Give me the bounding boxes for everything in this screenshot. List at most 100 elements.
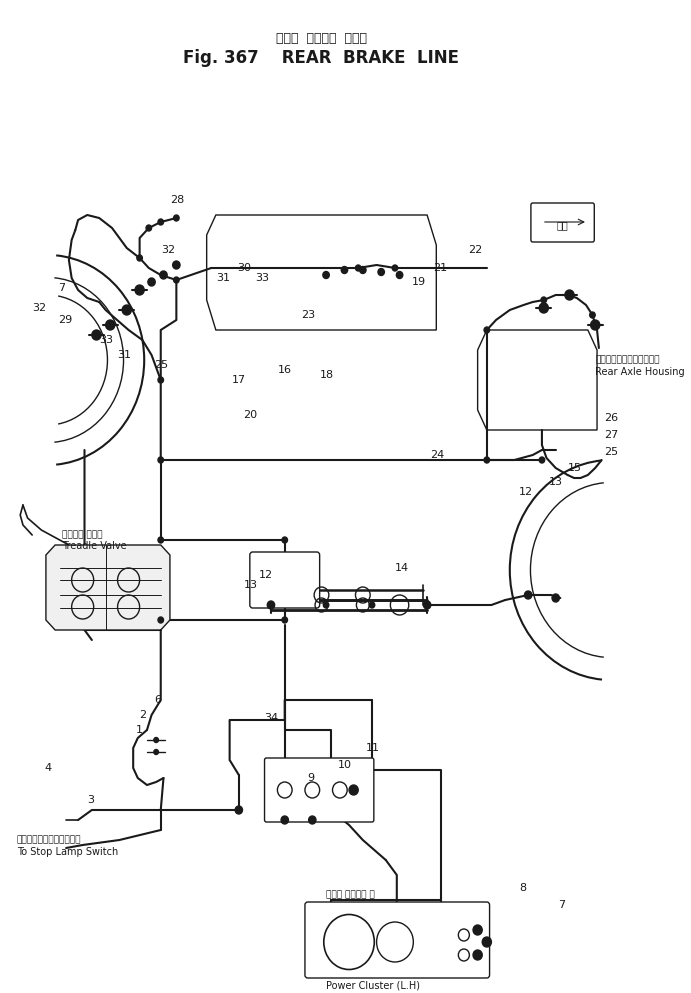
- Circle shape: [158, 219, 164, 225]
- Text: 29: 29: [58, 315, 72, 325]
- Circle shape: [552, 594, 560, 602]
- Circle shape: [282, 617, 287, 623]
- Text: Treadle Valve: Treadle Valve: [62, 541, 127, 551]
- Text: Fig. 367    REAR  BRAKE  LINE: Fig. 367 REAR BRAKE LINE: [184, 49, 460, 67]
- Circle shape: [369, 602, 375, 608]
- Circle shape: [267, 601, 274, 609]
- Circle shape: [173, 215, 179, 221]
- Circle shape: [135, 285, 144, 295]
- Text: 28: 28: [170, 195, 184, 205]
- Text: 2: 2: [140, 710, 146, 720]
- Text: 9: 9: [307, 773, 315, 783]
- Circle shape: [541, 297, 547, 303]
- Text: 7: 7: [558, 900, 566, 910]
- Text: 4: 4: [44, 763, 51, 773]
- Text: 17: 17: [231, 375, 245, 385]
- Circle shape: [158, 537, 164, 543]
- Circle shape: [92, 330, 101, 340]
- Circle shape: [589, 312, 595, 318]
- FancyBboxPatch shape: [265, 758, 374, 822]
- Text: 33: 33: [100, 335, 113, 345]
- Circle shape: [341, 266, 348, 273]
- Circle shape: [424, 601, 430, 609]
- Text: To Stop Lamp Switch: To Stop Lamp Switch: [17, 847, 117, 857]
- Text: 26: 26: [605, 413, 618, 423]
- Circle shape: [591, 320, 600, 330]
- Text: 7: 7: [58, 283, 65, 293]
- Circle shape: [137, 255, 142, 261]
- Text: リヤー  ブレーキ  ライン: リヤー ブレーキ ライン: [276, 32, 367, 45]
- Text: 31: 31: [117, 350, 131, 360]
- Text: 25: 25: [154, 360, 169, 370]
- Circle shape: [524, 591, 532, 599]
- Text: 23: 23: [301, 310, 315, 320]
- Circle shape: [539, 303, 549, 313]
- Circle shape: [359, 266, 366, 273]
- Circle shape: [173, 261, 180, 269]
- Polygon shape: [46, 545, 170, 630]
- Circle shape: [378, 268, 384, 275]
- Text: リヤーアクスルハウシング: リヤーアクスルハウシング: [595, 355, 660, 364]
- Circle shape: [158, 377, 164, 383]
- Circle shape: [355, 265, 361, 271]
- Text: 13: 13: [243, 580, 258, 590]
- Text: 34: 34: [265, 713, 278, 723]
- Text: 32: 32: [32, 303, 46, 313]
- Text: 1: 1: [136, 725, 143, 735]
- Text: 12: 12: [519, 487, 533, 497]
- Text: 21: 21: [433, 263, 448, 273]
- Text: 12: 12: [259, 570, 273, 580]
- Text: 18: 18: [320, 370, 334, 380]
- FancyBboxPatch shape: [250, 552, 320, 608]
- Text: 25: 25: [605, 447, 618, 457]
- Circle shape: [392, 265, 398, 271]
- Circle shape: [106, 320, 115, 330]
- Text: 前方: 前方: [556, 220, 568, 230]
- Text: 13: 13: [549, 477, 563, 487]
- Text: 27: 27: [605, 430, 618, 440]
- Text: 32: 32: [161, 245, 175, 255]
- Circle shape: [148, 278, 155, 286]
- Text: Power Cluster (L.H): Power Cluster (L.H): [326, 980, 420, 990]
- Text: 6: 6: [154, 695, 161, 705]
- Circle shape: [173, 277, 179, 283]
- Circle shape: [349, 785, 358, 795]
- Circle shape: [539, 457, 545, 463]
- Circle shape: [158, 617, 164, 623]
- Circle shape: [235, 806, 243, 814]
- Text: 11: 11: [366, 743, 379, 753]
- Text: 33: 33: [256, 273, 269, 283]
- FancyBboxPatch shape: [305, 902, 489, 978]
- Circle shape: [323, 602, 329, 608]
- Circle shape: [158, 457, 164, 463]
- Text: 3: 3: [87, 795, 94, 805]
- Circle shape: [482, 937, 491, 947]
- Circle shape: [565, 290, 574, 300]
- Text: トレドル バルブ: トレドル バルブ: [62, 530, 103, 539]
- Polygon shape: [477, 330, 597, 430]
- Text: 24: 24: [430, 450, 444, 460]
- Circle shape: [122, 305, 131, 315]
- Circle shape: [146, 225, 151, 231]
- Text: 8: 8: [519, 883, 526, 893]
- Circle shape: [154, 750, 158, 755]
- Circle shape: [473, 925, 482, 935]
- Text: パワー クラスタ 左: パワー クラスタ 左: [326, 891, 375, 900]
- Polygon shape: [207, 215, 436, 330]
- Text: Rear Axle Housing: Rear Axle Housing: [595, 367, 685, 377]
- Circle shape: [160, 271, 167, 279]
- Text: 30: 30: [237, 263, 251, 273]
- Text: 15: 15: [567, 463, 582, 473]
- Text: 31: 31: [216, 273, 230, 283]
- Text: 16: 16: [277, 365, 292, 375]
- Circle shape: [154, 738, 158, 743]
- Circle shape: [323, 271, 330, 278]
- Text: ストップランプスイッチへ: ストップランプスイッチへ: [17, 835, 81, 844]
- Text: 14: 14: [395, 563, 409, 573]
- Circle shape: [484, 457, 489, 463]
- Circle shape: [281, 816, 288, 824]
- FancyBboxPatch shape: [531, 203, 594, 242]
- Text: 10: 10: [338, 760, 352, 770]
- Text: 19: 19: [412, 277, 426, 287]
- Circle shape: [473, 950, 482, 960]
